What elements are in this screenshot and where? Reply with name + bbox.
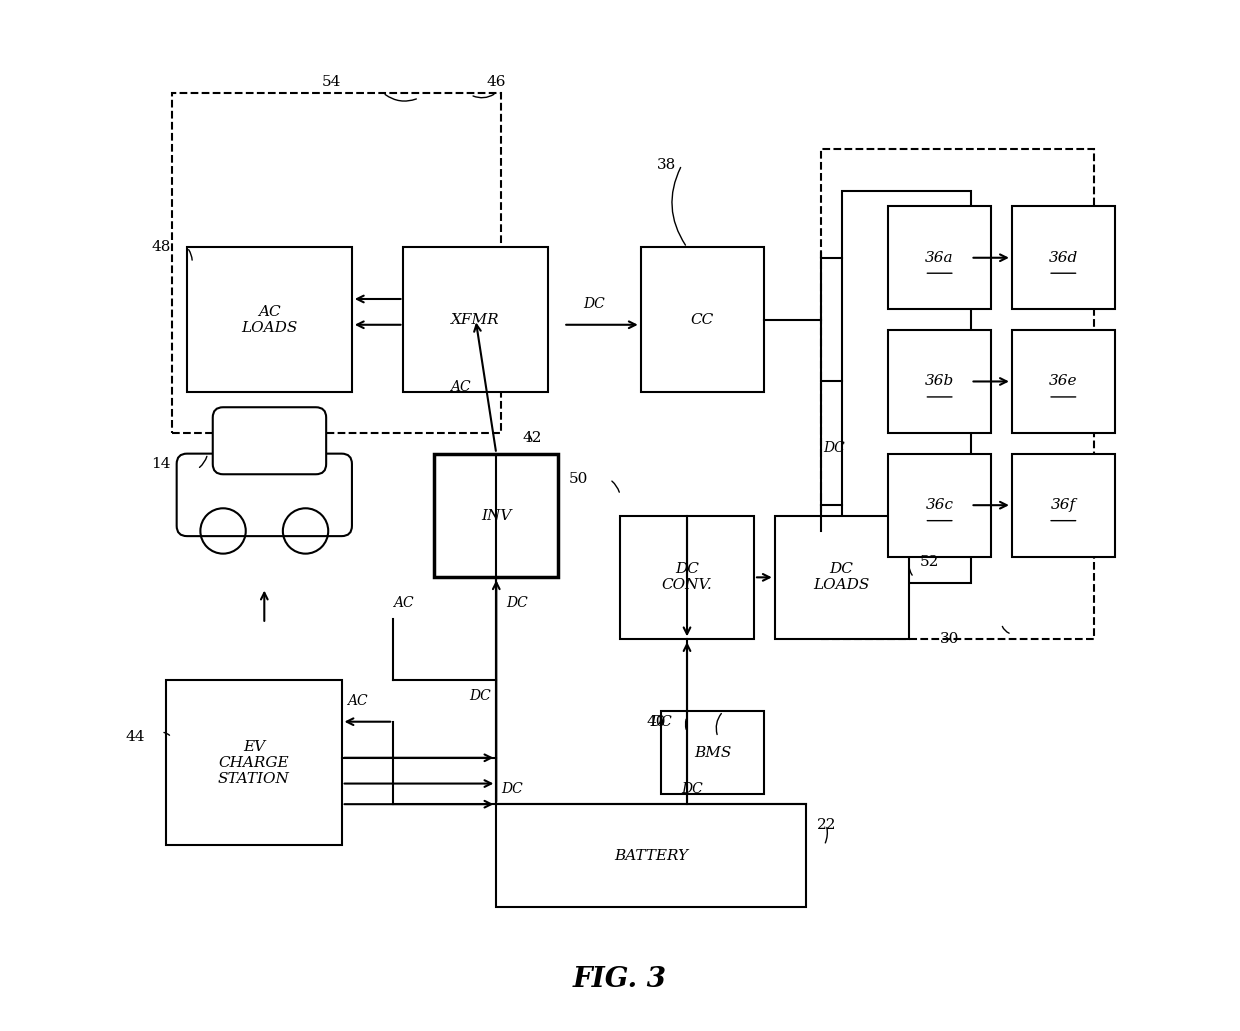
Text: DC: DC [506, 596, 528, 610]
FancyBboxPatch shape [641, 247, 764, 392]
FancyBboxPatch shape [888, 454, 991, 557]
Text: 36b: 36b [925, 374, 955, 389]
Text: 36d: 36d [1049, 251, 1078, 265]
Text: DC
LOADS: DC LOADS [813, 562, 869, 593]
FancyBboxPatch shape [1012, 206, 1115, 309]
Text: 48: 48 [151, 240, 171, 255]
FancyBboxPatch shape [775, 516, 909, 639]
Text: EV
CHARGE
STATION: EV CHARGE STATION [218, 739, 290, 787]
FancyBboxPatch shape [888, 330, 991, 433]
Text: DC: DC [650, 714, 672, 729]
Text: 36a: 36a [925, 251, 954, 265]
FancyBboxPatch shape [166, 680, 342, 845]
FancyBboxPatch shape [1012, 330, 1115, 433]
FancyBboxPatch shape [620, 516, 754, 639]
Text: AC: AC [450, 379, 470, 394]
Text: DC: DC [470, 689, 491, 703]
Text: DC: DC [501, 781, 522, 796]
Text: 52: 52 [920, 555, 939, 569]
Text: 36f: 36f [1050, 498, 1076, 512]
FancyBboxPatch shape [434, 454, 558, 577]
Text: DC
CONV.: DC CONV. [662, 562, 713, 593]
Text: FIG. 3: FIG. 3 [573, 966, 667, 993]
FancyBboxPatch shape [1012, 454, 1115, 557]
Text: BATTERY: BATTERY [614, 849, 688, 863]
Text: AC
LOADS: AC LOADS [242, 304, 298, 335]
Text: XFMR: XFMR [451, 312, 500, 327]
Text: 42: 42 [522, 431, 542, 445]
Text: BMS: BMS [694, 745, 732, 760]
Text: AC: AC [393, 596, 414, 610]
Text: 54: 54 [321, 75, 341, 90]
Text: CC: CC [691, 312, 714, 327]
Text: 40: 40 [646, 714, 666, 729]
Text: 30: 30 [940, 632, 960, 646]
FancyBboxPatch shape [213, 407, 326, 474]
Text: INV: INV [481, 508, 511, 523]
FancyBboxPatch shape [661, 711, 764, 794]
FancyBboxPatch shape [888, 206, 991, 309]
Text: 36e: 36e [1049, 374, 1078, 389]
FancyBboxPatch shape [403, 247, 548, 392]
Text: AC: AC [347, 694, 367, 708]
Text: 36c: 36c [925, 498, 954, 512]
Text: DC: DC [681, 781, 703, 796]
Text: 14: 14 [151, 457, 171, 471]
Text: 38: 38 [657, 158, 676, 172]
Text: 46: 46 [486, 75, 506, 90]
FancyBboxPatch shape [176, 454, 352, 536]
Text: 50: 50 [569, 472, 589, 487]
Text: DC: DC [583, 297, 605, 311]
FancyBboxPatch shape [496, 804, 806, 907]
Text: 22: 22 [816, 818, 836, 832]
Text: 44: 44 [125, 730, 145, 744]
FancyBboxPatch shape [187, 247, 352, 392]
Text: DC: DC [823, 441, 844, 456]
FancyBboxPatch shape [842, 191, 971, 583]
